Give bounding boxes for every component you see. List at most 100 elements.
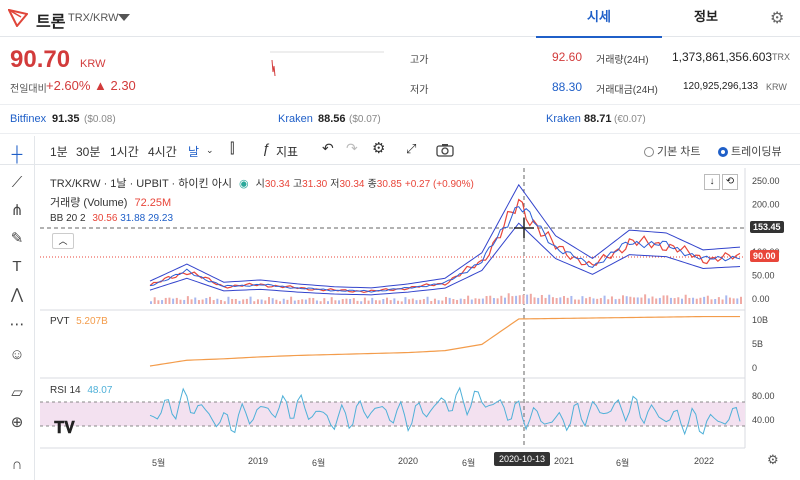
volume-bar	[426, 296, 429, 304]
function-icon[interactable]: ƒ	[262, 140, 270, 156]
legend-low: 30.34	[339, 179, 365, 190]
camera-icon[interactable]	[436, 143, 454, 157]
interval-1h[interactable]: 1시간	[110, 145, 139, 159]
brush-icon[interactable]: ✎	[10, 230, 24, 247]
volume-bar	[588, 296, 591, 304]
chevron-down-icon[interactable]: ⌄	[206, 145, 214, 155]
volume-bar	[651, 296, 654, 304]
crosshair-date-tag: 2020-10-13	[494, 452, 551, 466]
fullscreen-icon[interactable]: ⤢	[406, 141, 417, 156]
chart-toolbar: 1분 30분 1시간 4시간 날 ⌄ ⫿ ƒ 지표 ↶ ↷ ⚙ ⤢ 기본 차트 …	[0, 136, 800, 165]
price-candles	[149, 198, 741, 294]
emoji-icon[interactable]: ☺	[9, 346, 25, 363]
volume-bar	[227, 296, 230, 304]
interval-30m[interactable]: 30분	[76, 145, 101, 159]
volume-bar	[703, 296, 706, 304]
tradingview-radio[interactable]: 트레이딩뷰	[718, 143, 782, 159]
volume-bar	[662, 295, 665, 304]
legend-open-label: 시	[255, 179, 265, 190]
basic-chart-radio[interactable]: 기본 차트	[644, 143, 701, 159]
volume-bar	[319, 301, 322, 304]
exchange-name[interactable]: Kraken	[546, 113, 581, 125]
pattern-icon[interactable]: ⋀	[10, 286, 24, 303]
axis-settings-icon[interactable]: ⚙	[767, 452, 779, 467]
crosshair-icon[interactable]: ┼	[11, 146, 23, 163]
text-icon[interactable]: T	[12, 258, 22, 275]
volume-bar	[323, 298, 326, 304]
measure-tools-icon[interactable]: ⋯	[9, 316, 25, 333]
volume-bar	[692, 297, 695, 304]
volume-bar	[574, 299, 577, 304]
interval-day[interactable]: 날	[188, 145, 200, 159]
price-currency: KRW	[80, 58, 106, 70]
exchange-name[interactable]: Bitfinex	[10, 113, 47, 125]
undo-icon[interactable]: ↶	[322, 140, 334, 156]
low-value: 88.30	[552, 80, 583, 94]
exchange-diff: ($0.07)	[349, 114, 381, 125]
volume-bar	[537, 297, 540, 304]
volume-bar	[559, 297, 562, 304]
volume-bar	[183, 299, 186, 304]
volume-bar	[706, 295, 709, 304]
volume-bar	[732, 298, 735, 304]
x-axis-tick: 6월	[312, 458, 326, 468]
volume-bar	[205, 298, 208, 304]
legend-low-label: 저	[330, 179, 340, 190]
price-axis-tick: 250.00	[752, 176, 780, 186]
tab-info[interactable]: 정보	[694, 9, 718, 24]
ruler-icon[interactable]: ▱	[11, 384, 23, 401]
magnet-icon[interactable]: ∩	[11, 456, 23, 473]
tron-logo-icon	[8, 9, 28, 27]
coin-name[interactable]: 트론	[36, 14, 66, 31]
volume-bar	[625, 296, 628, 304]
gear-icon[interactable]: ⚙	[770, 10, 785, 27]
volume-bar	[223, 301, 226, 304]
volume-bar	[522, 294, 525, 304]
zoom-icon[interactable]: ⊕	[10, 414, 24, 431]
volume-bar	[301, 299, 304, 304]
pitchfork-icon[interactable]: ⋔	[10, 202, 24, 219]
volume-bar	[256, 299, 259, 304]
volume-bar	[264, 300, 267, 304]
volume-bar	[596, 298, 599, 304]
volume-bar	[529, 293, 532, 304]
volume-bar	[433, 298, 436, 304]
volume-bar	[540, 294, 543, 304]
rsi-axis-tick: 40.00	[752, 415, 775, 425]
pvt-legend-label: PVT	[50, 316, 70, 327]
redo-icon[interactable]: ↷	[346, 140, 358, 156]
volume-bar	[728, 297, 731, 304]
settings-icon[interactable]: ⚙	[372, 140, 386, 157]
volume-bar	[677, 297, 680, 304]
candle-type-icon[interactable]: ⫿	[230, 140, 235, 156]
legend-symbol[interactable]: TRX/KRW · 1날 · UPBIT · 하이킨 아시	[50, 178, 232, 190]
restore-icon[interactable]: ⟲	[722, 174, 738, 190]
volume-bar	[242, 299, 245, 304]
exchange-name[interactable]: Kraken	[278, 113, 313, 125]
volume-bar	[740, 296, 742, 304]
exchange-diff: (€0.07)	[614, 114, 646, 125]
interval-1m[interactable]: 1분	[50, 145, 68, 159]
volume-bar	[245, 298, 248, 304]
drawing-tools-sidebar: ┼ ⟋ ⋔ ✎ T ⋀ ⋯ ☺ ▱ ⊕ ∩	[0, 136, 35, 480]
scroll-down-icon[interactable]: ↓	[704, 174, 720, 190]
tab-price[interactable]: 시세	[536, 0, 662, 38]
collapse-legend-button[interactable]: ︿	[52, 233, 74, 249]
volume-bar	[397, 300, 400, 304]
tradingview-logo[interactable]: 𝐓𝐕	[54, 420, 75, 437]
volume-bar	[714, 299, 717, 304]
interval-4h[interactable]: 4시간	[148, 145, 177, 159]
volume-label: 거래량(24H)	[596, 55, 649, 66]
main-legend: TRX/KRW · 1날 · UPBIT · 하이킨 아시 ◉ 시30.34 고…	[50, 175, 474, 191]
trendline-icon[interactable]: ⟋	[11, 174, 23, 191]
coin-pair[interactable]: TRX/KRW	[68, 12, 119, 24]
volume-bar	[327, 301, 329, 304]
indicator-button[interactable]: 지표	[276, 145, 299, 159]
bb-legend-v1: 30.56	[92, 213, 118, 224]
change-absolute: ▲ 2.30	[94, 78, 136, 93]
chevron-down-icon[interactable]	[118, 14, 130, 21]
rsi-legend: RSI 14 48.07	[50, 385, 112, 396]
x-axis-tick: 2021	[554, 456, 575, 466]
volume-bar	[681, 298, 683, 304]
